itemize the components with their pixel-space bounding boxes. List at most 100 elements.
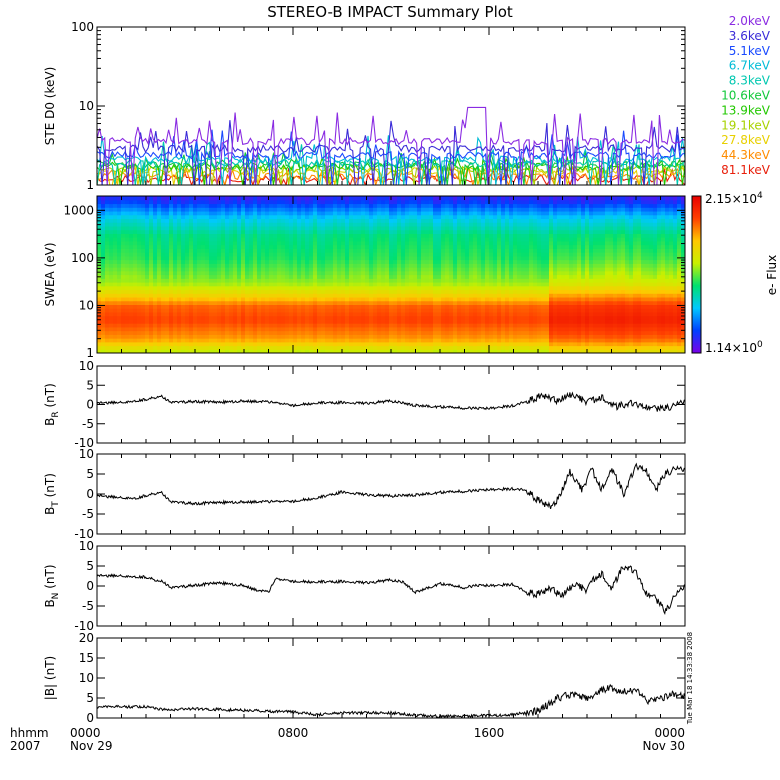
heatmap-cell [153,289,158,294]
heatmap-cell [221,218,226,223]
heatmap-cell [261,330,266,335]
heatmap-cell [161,278,166,283]
heatmap-cell [129,255,134,261]
heatmap-cell [101,207,106,212]
heatmap-cell [337,308,342,313]
heatmap-cell [509,334,514,339]
heatmap-cell [301,214,306,220]
heatmap-cell [493,345,498,350]
heatmap-cell [437,233,442,238]
heatmap-cell [405,203,410,208]
heatmap-cell [345,308,350,313]
heatmap-cell [197,248,202,253]
heatmap-cell [273,274,278,279]
heatmap-cell [229,289,234,294]
heatmap-cell [257,334,262,339]
heatmap-cell [217,296,222,302]
heatmap-cell [141,207,146,212]
heatmap-cell [341,214,346,220]
heatmap-cell [345,270,350,276]
heatmap-cell [117,248,122,253]
heatmap-cell [233,315,238,320]
heatmap-cell [397,281,402,287]
heatmap-cell [205,225,210,231]
heatmap-cell [141,255,146,261]
heatmap-cell [521,210,526,216]
heatmap-cell [149,311,154,317]
heatmap-cell [257,311,262,317]
heatmap-cell [265,341,270,347]
heatmap-cell [185,315,190,320]
heatmap-cell [465,345,470,350]
heatmap-cell [429,330,434,335]
heatmap-cell [481,304,486,309]
heatmap-cell [261,323,266,328]
heatmap-cell [497,349,502,353]
heatmap-cell [409,308,414,313]
heatmap-cell [537,341,542,347]
heatmap-cell [373,225,378,231]
heatmap-cell [377,207,382,212]
heatmap-cell [225,229,230,234]
heatmap-cell [409,326,414,332]
heatmap-cell [565,237,570,242]
heatmap-cell [233,326,238,332]
heatmap-cell [261,229,266,234]
heatmap-cell [517,334,522,339]
heatmap-cell [493,229,498,234]
heatmap-cell [173,199,178,205]
heatmap-cell [389,214,394,220]
heatmap-cell [565,214,570,220]
heatmap-cell [457,218,462,223]
heatmap-cell [309,323,314,328]
heatmap-cell [281,338,286,343]
heatmap-cell [385,222,390,227]
heatmap-cell [557,222,562,227]
heatmap-cell [497,252,502,257]
heatmap-cell [325,326,330,332]
heatmap-cell [165,240,170,246]
heatmap-cell [365,218,370,223]
heatmap-cell [289,315,294,320]
heatmap-cell [341,255,346,261]
heatmap-cell [113,267,118,272]
heatmap-cell [501,274,506,279]
heatmap-cell [521,274,526,279]
heatmap-cell [137,293,142,298]
heatmap-cell [545,296,550,302]
heatmap-cell [317,274,322,279]
heatmap-cell [521,270,526,276]
heatmap-cell [233,263,238,268]
heatmap-cell [425,330,430,335]
heatmap-cell [269,225,274,231]
heatmap-cell [141,259,146,264]
heatmap-cell [273,341,278,347]
heatmap-cell [313,225,318,231]
heatmap-cell [357,270,362,276]
heatmap-cell [177,296,182,302]
heatmap-cell [461,267,466,272]
heatmap-cell [365,207,370,212]
heatmap-cell [297,233,302,238]
heatmap-cell [473,281,478,287]
heatmap-cell [433,214,438,220]
heatmap-cell [273,210,278,216]
heatmap-cell [149,274,154,279]
heatmap-cell [529,278,534,283]
heatmap-cell [105,289,110,294]
heatmap-cell [189,289,194,294]
heatmap-cell [353,341,358,347]
heatmap-cell [245,252,250,257]
heatmap-cell [101,248,106,253]
heatmap-cell [257,222,262,227]
heatmap-cell [561,334,566,339]
heatmap-cell [225,244,230,249]
heatmap-cell [309,274,314,279]
heatmap-cell [553,270,558,276]
heatmap-cell [489,289,494,294]
heatmap-cell [561,218,566,223]
heatmap-cell [137,319,142,324]
heatmap-cell [209,330,214,335]
heatmap-cell [389,289,394,294]
heatmap-cell [349,210,354,216]
